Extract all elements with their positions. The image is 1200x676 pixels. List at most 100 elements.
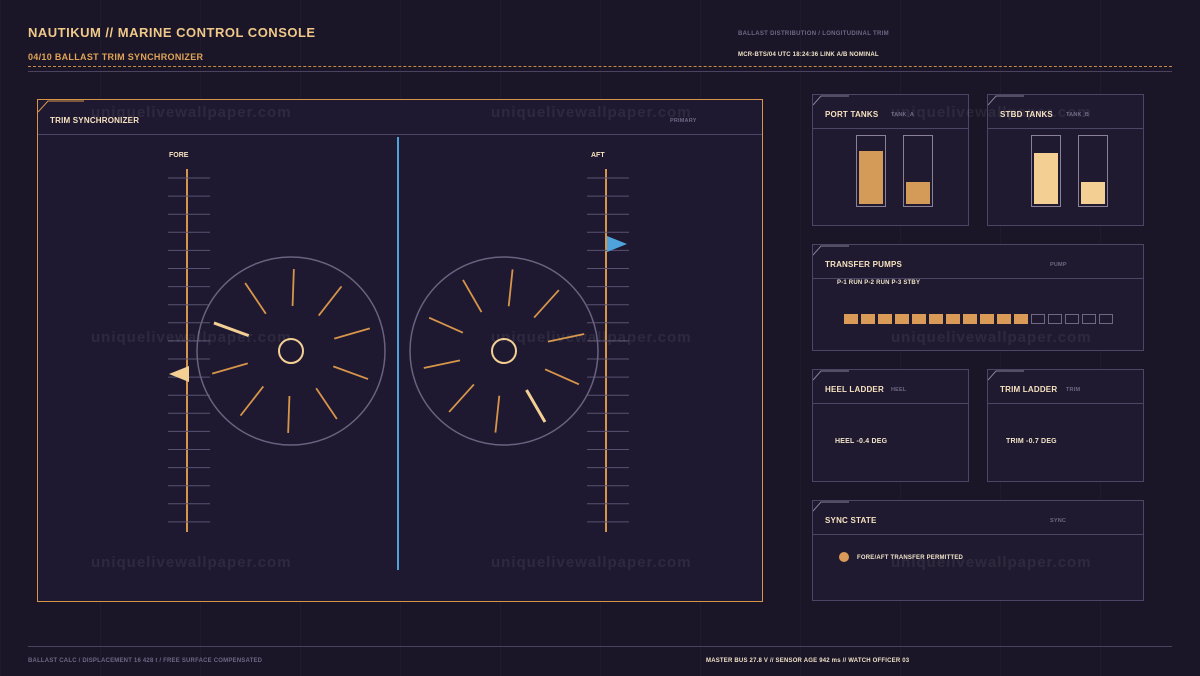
- header-dashed-divider: [28, 66, 1172, 67]
- screen-caption: BALLAST DISTRIBUTION / LONGITUDINAL TRIM: [738, 31, 889, 37]
- corner-notch-icon: [813, 95, 849, 106]
- pump-load-cell: [929, 314, 943, 324]
- port-tanks-panel: PORT TANKS TANK_A: [812, 94, 969, 226]
- port-tank-1: [856, 135, 886, 207]
- pump-load-cell: [1014, 314, 1028, 324]
- pump-load-cell: [861, 314, 875, 324]
- footer-left-status: BALLAST CALC / DISPLACEMENT 16 428 t / F…: [28, 658, 263, 664]
- panel-header: TRANSFER PUMPS PUMP: [813, 245, 1143, 279]
- pump-load-cell: [1082, 314, 1096, 324]
- stbd-tank-1: [1031, 135, 1061, 207]
- aft-label: AFT: [591, 152, 605, 159]
- corner-notch-icon: [813, 370, 849, 381]
- app-title: NAUTIKUM // MARINE CONTROL CONSOLE: [28, 25, 316, 40]
- trim-ladder-panel: TRIM LADDER TRIM TRIM -0.7 DEG: [987, 369, 1144, 482]
- panel-title: SYNC STATE: [825, 516, 877, 525]
- stbd-tanks-panel: STBD TANKS TANK_B: [987, 94, 1144, 226]
- dial-spoke: [211, 362, 248, 375]
- dial-spoke: [244, 282, 267, 315]
- panel-tag: SYNC: [1050, 518, 1067, 524]
- link-status: MCR-BTS/04 UTC 18:24:36 LINK A/B NOMINAL: [738, 52, 879, 58]
- trim-synchronizer-panel: TRIM SYNCHRONIZER PRIMARY FORE AFT: [37, 99, 763, 602]
- dial-spoke: [287, 395, 291, 433]
- pump-load-cell: [912, 314, 926, 324]
- panel-tag: HEEL: [891, 387, 907, 393]
- aft-trim-scale: [587, 169, 629, 532]
- panel-title: STBD TANKS: [1000, 110, 1053, 119]
- pump-status: P-1 RUN P-2 RUN P-3 STBY: [837, 280, 921, 286]
- panel-title: HEEL LADDER: [825, 385, 884, 394]
- heel-value: HEEL -0.4 DEG: [835, 438, 888, 445]
- dial-spoke: [533, 289, 560, 319]
- aft-ballast-dial: [409, 256, 599, 446]
- panel-header: PORT TANKS TANK_A: [813, 95, 968, 129]
- dial-spoke: [525, 389, 547, 423]
- dial-spoke: [423, 359, 461, 369]
- tank-level-fill: [1034, 153, 1058, 204]
- panel-title: TRANSFER PUMPS: [825, 260, 903, 269]
- pump-load-cell: [963, 314, 977, 324]
- fore-trim-scale: [168, 169, 210, 532]
- pump-load-cell: [946, 314, 960, 324]
- sync-indicator-icon: [839, 552, 849, 562]
- panel-header: TRIM LADDER TRIM: [988, 370, 1143, 404]
- panel-tag: TANK_A: [891, 112, 915, 118]
- aft-trim-marker: [607, 236, 627, 252]
- header-divider: [28, 71, 1172, 72]
- tank-level-fill: [859, 151, 883, 204]
- port-tank-2: [903, 135, 933, 207]
- panel-header: STBD TANKS TANK_B: [988, 95, 1143, 129]
- pump-load-cell: [844, 314, 858, 324]
- dial-spoke: [462, 279, 483, 313]
- dial-spoke: [315, 387, 338, 420]
- panel-tag: PRIMARY: [670, 118, 697, 124]
- dial-spoke: [291, 269, 295, 307]
- panel-title: TRIM SYNCHRONIZER: [50, 116, 140, 125]
- fore-trim-marker: [169, 366, 189, 382]
- dial-spoke: [494, 395, 501, 433]
- dial-spoke: [448, 383, 475, 413]
- corner-notch-icon: [38, 100, 84, 113]
- panel-tag: TRIM: [1066, 387, 1081, 393]
- corner-notch-icon: [988, 370, 1024, 381]
- pump-load-cell: [1099, 314, 1113, 324]
- pump-load-cell: [997, 314, 1011, 324]
- panel-header: SYNC STATE SYNC: [813, 501, 1143, 535]
- panel-title: PORT TANKS: [825, 110, 879, 119]
- trim-sync-display: FORE AFT: [168, 137, 629, 570]
- dial-spoke: [317, 285, 343, 317]
- corner-notch-icon: [813, 501, 849, 512]
- pump-load-cell: [1065, 314, 1079, 324]
- dial-spoke: [428, 316, 464, 334]
- transfer-pumps-panel: TRANSFER PUMPS PUMP P-1 RUN P-2 RUN P-3 …: [812, 244, 1144, 351]
- stbd-tank-2: [1078, 135, 1108, 207]
- pump-load-cell: [895, 314, 909, 324]
- dial-spoke: [334, 327, 371, 340]
- panel-tag: TANK_B: [1066, 112, 1090, 118]
- panel-header: TRIM SYNCHRONIZER PRIMARY: [38, 100, 762, 135]
- pump-load-cell: [878, 314, 892, 324]
- dial-spoke: [239, 385, 265, 417]
- heel-ladder-panel: HEEL LADDER HEEL HEEL -0.4 DEG: [812, 369, 969, 482]
- pump-load-cell: [1048, 314, 1062, 324]
- fore-label: FORE: [169, 152, 189, 159]
- tank-level-fill: [906, 182, 930, 204]
- pump-load-cell: [1031, 314, 1045, 324]
- dial-spoke: [213, 321, 250, 338]
- dial-spoke: [547, 333, 585, 343]
- panel-tag: PUMP: [1050, 262, 1067, 268]
- dial-spoke: [507, 269, 514, 307]
- tank-level-fill: [1081, 182, 1105, 204]
- sync-message: FORE/AFT TRANSFER PERMITTED: [857, 555, 964, 561]
- dial-spoke: [544, 368, 580, 386]
- corner-notch-icon: [813, 245, 849, 256]
- pump-load-bar: [844, 314, 1113, 324]
- screen-subtitle: 04/10 BALLAST TRIM SYNCHRONIZER: [28, 52, 204, 62]
- dial-spoke: [332, 365, 369, 380]
- trim-value: TRIM -0.7 DEG: [1006, 438, 1057, 445]
- fore-ballast-dial: [196, 256, 386, 446]
- panel-header: HEEL LADDER HEEL: [813, 370, 968, 404]
- pump-load-cell: [980, 314, 994, 324]
- footer-right-status: MASTER BUS 27.8 V // SENSOR AGE 942 ms /…: [706, 658, 910, 664]
- footer-divider: [28, 646, 1172, 647]
